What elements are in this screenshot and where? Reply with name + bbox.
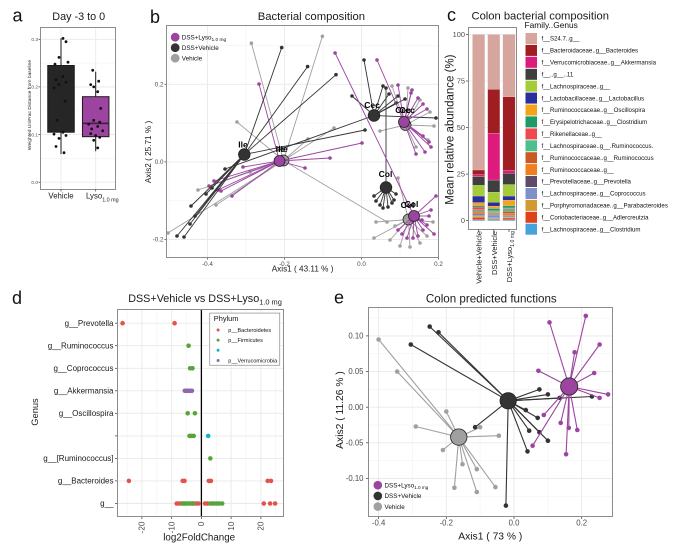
svg-text:Colon bacterial composition: Colon bacterial composition bbox=[472, 11, 609, 23]
svg-text:f__S24.7..g__: f__S24.7..g__ bbox=[542, 36, 581, 43]
svg-text:f__Bacteroidaceae..g__Bacteroi: f__Bacteroidaceae..g__Bacteroides bbox=[542, 48, 639, 55]
svg-text:g__Prevotella: g__Prevotella bbox=[65, 319, 114, 328]
svg-text:0.05: 0.05 bbox=[348, 367, 364, 376]
svg-text:Lyso1.0 mg: Lyso1.0 mg bbox=[86, 192, 119, 204]
svg-text:p__Firmicutes: p__Firmicutes bbox=[228, 338, 263, 344]
svg-text:0.2: 0.2 bbox=[576, 519, 587, 528]
svg-text:Colon predicted functions: Colon predicted functions bbox=[426, 292, 557, 305]
svg-text:c: c bbox=[447, 5, 456, 25]
svg-text:-0.4: -0.4 bbox=[202, 261, 213, 268]
svg-text:f__Prevotellaceae..g__Prevotel: f__Prevotellaceae..g__Prevotella bbox=[542, 179, 632, 186]
svg-text:Cec: Cec bbox=[395, 105, 411, 115]
svg-text:f__Lachnospiraceae..g__Coproco: f__Lachnospiraceae..g__Coprococcus bbox=[542, 191, 646, 198]
svg-text:f__Verrucomicrobiaceae..g__Akk: f__Verrucomicrobiaceae..g__Akkermansia bbox=[542, 60, 657, 67]
svg-text:10: 10 bbox=[227, 521, 236, 531]
svg-text:d: d bbox=[12, 288, 22, 308]
svg-text:0.0: 0.0 bbox=[155, 159, 164, 166]
svg-text:Col: Col bbox=[379, 169, 393, 179]
svg-text:f__Ruminococcaceae..g__Oscillo: f__Ruminococcaceae..g__Oscillospira bbox=[542, 107, 646, 114]
svg-text:p__Verrucomicrobia: p__Verrucomicrobia bbox=[228, 358, 278, 364]
svg-text:f__..g__..11: f__..g__..11 bbox=[542, 72, 574, 79]
svg-text:g__: g__ bbox=[100, 499, 114, 508]
svg-text:g__Oscillospira: g__Oscillospira bbox=[59, 409, 114, 418]
svg-text:Cec: Cec bbox=[399, 105, 415, 115]
svg-text:f__Lachnospiraceae..g__: f__Lachnospiraceae..g__ bbox=[542, 83, 611, 90]
svg-text:DSS+Vehicle vs DSS+Lyso1.0 mg: DSS+Vehicle vs DSS+Lyso1.0 mg bbox=[128, 293, 282, 307]
svg-text:f__Rikenellaceae..g__: f__Rikenellaceae..g__ bbox=[542, 131, 603, 138]
svg-text:f__Coriobacteriaceae..g__Adler: f__Coriobacteriaceae..g__Adlercreutzia bbox=[542, 215, 650, 222]
svg-text:0.0: 0.0 bbox=[357, 261, 366, 268]
svg-text:Axis1 ( 73 % ): Axis1 ( 73 % ) bbox=[458, 531, 522, 542]
svg-text:-0.2: -0.2 bbox=[440, 519, 453, 528]
svg-text:0.10: 0.10 bbox=[348, 332, 364, 341]
svg-text:0.2: 0.2 bbox=[31, 85, 38, 91]
svg-text:Mean relative abundance (%): Mean relative abundance (%) bbox=[445, 54, 457, 204]
svg-text:log2FoldChange: log2FoldChange bbox=[163, 533, 235, 544]
svg-text:100: 100 bbox=[453, 30, 465, 39]
svg-text:50: 50 bbox=[457, 123, 465, 132]
svg-text:f__Erysipelotrichaceae..g__Clo: f__Erysipelotrichaceae..g__Clostridium bbox=[542, 119, 648, 126]
svg-text:g__Bacteroides: g__Bacteroides bbox=[58, 477, 114, 486]
svg-text:f__Ruminococcaceae..g__Ruminoc: f__Ruminococcaceae..g__Ruminococcus bbox=[542, 155, 654, 162]
svg-text:0: 0 bbox=[461, 216, 465, 225]
svg-text:Axis2 ( 25.71 % ): Axis2 ( 25.71 % ) bbox=[144, 121, 153, 184]
svg-text:Bacterial composition: Bacterial composition bbox=[258, 11, 365, 23]
svg-text:0.1: 0.1 bbox=[31, 132, 38, 138]
svg-text:Axis1 ( 43.11 % ): Axis1 ( 43.11 % ) bbox=[272, 265, 334, 274]
svg-text:g__Coprococcus: g__Coprococcus bbox=[53, 364, 113, 373]
svg-text:DSS+Vehicle: DSS+Vehicle bbox=[385, 493, 422, 500]
svg-text:f__Ruminococcaceae..g__: f__Ruminococcaceae..g__ bbox=[542, 167, 615, 174]
svg-text:Phylum: Phylum bbox=[214, 314, 239, 323]
svg-text:Vehicle: Vehicle bbox=[182, 55, 203, 62]
svg-text:-0.2: -0.2 bbox=[153, 237, 164, 244]
svg-text:0: 0 bbox=[197, 521, 206, 526]
svg-text:a: a bbox=[13, 6, 24, 26]
svg-text:Col: Col bbox=[405, 199, 419, 209]
svg-text:-0.4: -0.4 bbox=[372, 519, 386, 528]
svg-text:f__Lactobacillaceae..g__Lactob: f__Lactobacillaceae..g__Lactobacillus bbox=[542, 95, 645, 102]
svg-text:Day -3 to 0: Day -3 to 0 bbox=[52, 11, 105, 23]
svg-text:DSS+Lyso1.0 mg: DSS+Lyso1.0 mg bbox=[182, 34, 227, 43]
svg-text:g__[Ruminococcus]: g__[Ruminococcus] bbox=[43, 454, 113, 463]
svg-text:0.3: 0.3 bbox=[31, 37, 38, 43]
svg-text:Ile: Ile bbox=[278, 144, 288, 154]
svg-text:f__Lachnospiraceae..g__Clostri: f__Lachnospiraceae..g__Clostridium bbox=[542, 226, 641, 233]
svg-text:0.00: 0.00 bbox=[348, 403, 364, 412]
svg-text:f__Lachnospiraceae..g__.Rumino: f__Lachnospiraceae..g__.Ruminococcus. bbox=[542, 143, 654, 150]
svg-text:DSS+Vehicle: DSS+Vehicle bbox=[182, 45, 219, 52]
svg-text:25: 25 bbox=[457, 170, 465, 179]
svg-text:Ile: Ile bbox=[238, 140, 248, 150]
svg-text:Cec: Cec bbox=[364, 100, 380, 110]
svg-text:0.0: 0.0 bbox=[31, 180, 38, 186]
svg-text:-0.2: -0.2 bbox=[279, 261, 290, 268]
svg-text:g__Akkermansia: g__Akkermansia bbox=[54, 386, 114, 395]
svg-text:p__Bacteroidetes: p__Bacteroidetes bbox=[228, 328, 271, 334]
svg-text:f__Porphyromonadaceae..g__Para: f__Porphyromonadaceae..g__Parabacteroide… bbox=[542, 203, 668, 210]
svg-text:b: b bbox=[150, 7, 160, 27]
svg-text:Vehicle: Vehicle bbox=[385, 504, 406, 511]
svg-text:e: e bbox=[334, 288, 344, 308]
svg-text:-20: -20 bbox=[138, 521, 147, 533]
svg-text:20: 20 bbox=[257, 521, 266, 531]
svg-text:Genus: Genus bbox=[30, 398, 40, 426]
svg-text:Family..Genus: Family..Genus bbox=[525, 20, 578, 30]
svg-text:Ile: Ile bbox=[276, 144, 286, 154]
svg-text:DSS+Lyso1.0 mg: DSS+Lyso1.0 mg bbox=[385, 482, 429, 490]
svg-text:-0.05: -0.05 bbox=[346, 439, 364, 448]
svg-text:Col: Col bbox=[401, 200, 415, 210]
svg-text:0.2: 0.2 bbox=[434, 261, 443, 268]
svg-text:-10: -10 bbox=[168, 521, 177, 533]
svg-text:g__Ruminococcus: g__Ruminococcus bbox=[48, 341, 114, 350]
svg-text:-0.10: -0.10 bbox=[346, 474, 364, 483]
svg-text:Vehicle+Vehicle: Vehicle+Vehicle bbox=[475, 231, 484, 284]
svg-text:Weighted UniFrac Distance from: Weighted UniFrac Distance from baseline bbox=[27, 60, 33, 150]
svg-text:Vehicle: Vehicle bbox=[48, 192, 73, 201]
svg-text:DSS+Lyso1.0 mg: DSS+Lyso1.0 mg bbox=[505, 231, 516, 282]
svg-text:0.0: 0.0 bbox=[509, 519, 521, 528]
svg-text:75: 75 bbox=[457, 77, 465, 86]
svg-text:0.2: 0.2 bbox=[155, 81, 164, 88]
svg-text:Axis2 ( 11.26 % ): Axis2 ( 11.26 % ) bbox=[335, 371, 346, 449]
svg-text:DSS+Vehicle: DSS+Vehicle bbox=[490, 231, 499, 275]
